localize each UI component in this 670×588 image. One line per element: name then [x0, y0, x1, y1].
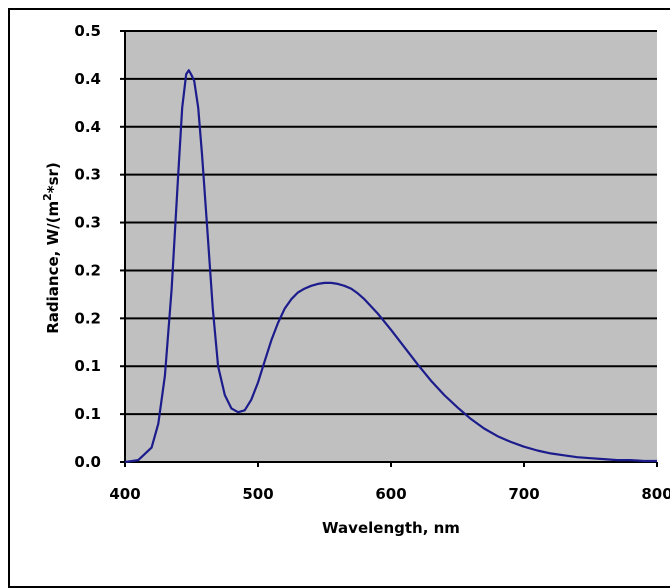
x-tick-label: 500 — [242, 485, 273, 503]
y-axis-label-main: Radiance, W/(m — [44, 201, 62, 334]
x-tick-label: 800 — [641, 485, 670, 503]
y-tick-label: 0.2 — [74, 309, 101, 327]
axes — [120, 30, 658, 467]
y-tick-label: 0.1 — [74, 405, 101, 423]
y-axis-label: Radiance, W/(m2*sr) — [41, 162, 62, 334]
y-tick-label: 0.3 — [74, 214, 101, 232]
y-axis-label-tail: *sr) — [44, 162, 62, 193]
y-tick-label: 0.2 — [74, 261, 101, 279]
x-tick-labels: 400 500 600 700 800 — [109, 485, 670, 503]
x-tick-label: 400 — [109, 485, 140, 503]
y-tick-label: 0.0 — [74, 453, 101, 471]
plot-area — [125, 31, 657, 462]
y-tick-labels: 0.0 0.1 0.1 0.2 0.2 0.3 0.3 0.4 0.4 0.5 — [74, 22, 101, 471]
radiance-line — [124, 69, 657, 464]
x-axis-label: Wavelength, nm — [322, 519, 460, 537]
x-tick-label: 600 — [375, 485, 406, 503]
y-tick-label: 0.3 — [74, 166, 101, 184]
spectrum-chart: 0.0 0.1 0.1 0.2 0.2 0.3 0.3 0.4 0.4 0.5 400 500 600… — [41, 22, 670, 537]
y-tick-label: 0.5 — [74, 22, 101, 40]
y-tick-label: 0.4 — [74, 118, 101, 136]
x-tick-label: 700 — [508, 485, 539, 503]
y-tick-label: 0.1 — [74, 357, 101, 375]
y-tick-label: 0.4 — [74, 70, 101, 88]
y-axis-label-sup: 2 — [41, 193, 54, 201]
